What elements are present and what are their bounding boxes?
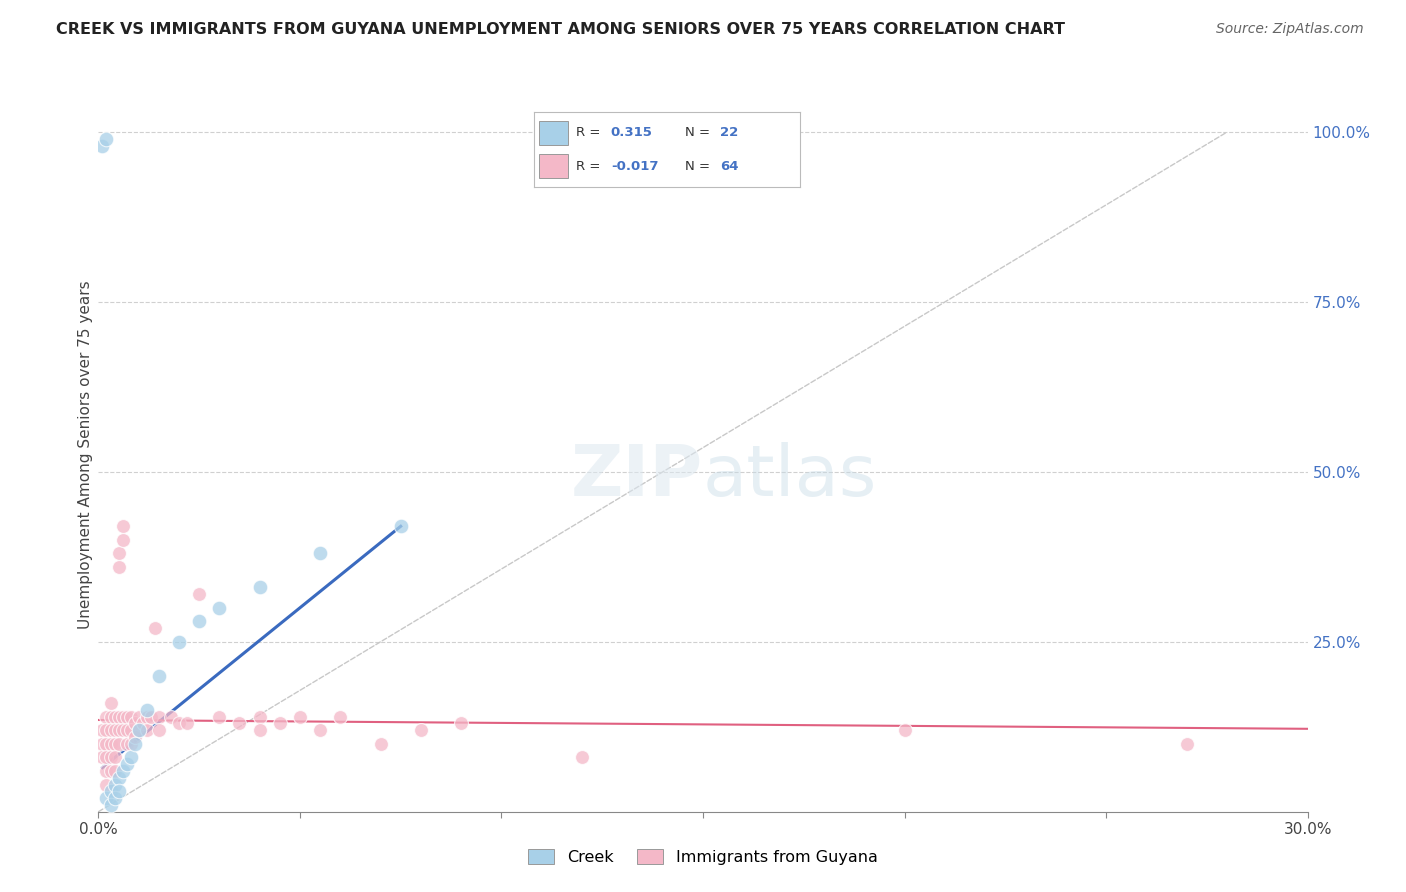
- Point: [124, 730, 146, 744]
- Point: [249, 723, 271, 738]
- Point: [96, 737, 118, 751]
- Point: [167, 635, 190, 649]
- Point: [370, 737, 392, 751]
- Point: [107, 546, 129, 560]
- Point: [96, 791, 118, 805]
- Point: [128, 723, 150, 738]
- Point: [571, 750, 593, 764]
- Point: [100, 737, 122, 751]
- Point: [115, 723, 138, 738]
- Point: [309, 546, 332, 560]
- Point: [107, 723, 129, 738]
- Point: [135, 703, 157, 717]
- Point: [103, 723, 125, 738]
- Point: [103, 750, 125, 764]
- Point: [100, 784, 122, 798]
- Point: [167, 716, 190, 731]
- Point: [111, 519, 134, 533]
- Point: [100, 797, 122, 812]
- Point: [100, 723, 122, 738]
- Point: [107, 560, 129, 574]
- Point: [139, 709, 162, 723]
- Point: [148, 669, 170, 683]
- Point: [249, 709, 271, 723]
- Point: [450, 716, 472, 731]
- Text: Source: ZipAtlas.com: Source: ZipAtlas.com: [1216, 22, 1364, 37]
- Legend: Creek, Immigrants from Guyana: Creek, Immigrants from Guyana: [522, 843, 884, 871]
- Point: [107, 709, 129, 723]
- Point: [96, 723, 118, 738]
- Point: [96, 750, 118, 764]
- Y-axis label: Unemployment Among Seniors over 75 years: Unemployment Among Seniors over 75 years: [77, 281, 93, 629]
- Point: [188, 587, 211, 601]
- Point: [208, 709, 231, 723]
- Point: [329, 709, 352, 723]
- Point: [120, 737, 142, 751]
- Point: [96, 764, 118, 778]
- Point: [135, 723, 157, 738]
- Point: [103, 791, 125, 805]
- Point: [188, 615, 211, 629]
- Text: CREEK VS IMMIGRANTS FROM GUYANA UNEMPLOYMENT AMONG SENIORS OVER 75 YEARS CORRELA: CREEK VS IMMIGRANTS FROM GUYANA UNEMPLOY…: [56, 22, 1066, 37]
- Point: [288, 709, 311, 723]
- Point: [96, 709, 118, 723]
- Point: [103, 709, 125, 723]
- Point: [269, 716, 291, 731]
- Point: [100, 750, 122, 764]
- Point: [91, 723, 114, 738]
- Point: [100, 764, 122, 778]
- Point: [96, 132, 118, 146]
- Point: [107, 771, 129, 785]
- Point: [107, 737, 129, 751]
- Point: [228, 716, 250, 731]
- Point: [100, 696, 122, 710]
- Point: [115, 757, 138, 772]
- Point: [135, 709, 157, 723]
- Point: [148, 723, 170, 738]
- Point: [249, 581, 271, 595]
- Point: [176, 716, 198, 731]
- Point: [91, 750, 114, 764]
- Point: [128, 709, 150, 723]
- Point: [111, 764, 134, 778]
- Point: [409, 723, 432, 738]
- Text: ZIP: ZIP: [571, 442, 703, 511]
- Point: [111, 533, 134, 547]
- Point: [893, 723, 915, 738]
- Point: [120, 709, 142, 723]
- Point: [1175, 737, 1198, 751]
- Point: [389, 519, 412, 533]
- Point: [124, 716, 146, 731]
- Point: [128, 723, 150, 738]
- Text: atlas: atlas: [703, 442, 877, 511]
- Point: [124, 737, 146, 751]
- Point: [309, 723, 332, 738]
- Point: [120, 723, 142, 738]
- Point: [143, 621, 166, 635]
- Point: [120, 750, 142, 764]
- Point: [91, 138, 114, 153]
- Point: [148, 709, 170, 723]
- Point: [160, 709, 183, 723]
- Point: [100, 709, 122, 723]
- Point: [107, 784, 129, 798]
- Point: [208, 600, 231, 615]
- Point: [96, 778, 118, 792]
- Point: [103, 764, 125, 778]
- Point: [91, 737, 114, 751]
- Point: [132, 716, 155, 731]
- Point: [115, 709, 138, 723]
- Point: [115, 737, 138, 751]
- Point: [111, 709, 134, 723]
- Point: [103, 778, 125, 792]
- Point: [103, 737, 125, 751]
- Point: [111, 723, 134, 738]
